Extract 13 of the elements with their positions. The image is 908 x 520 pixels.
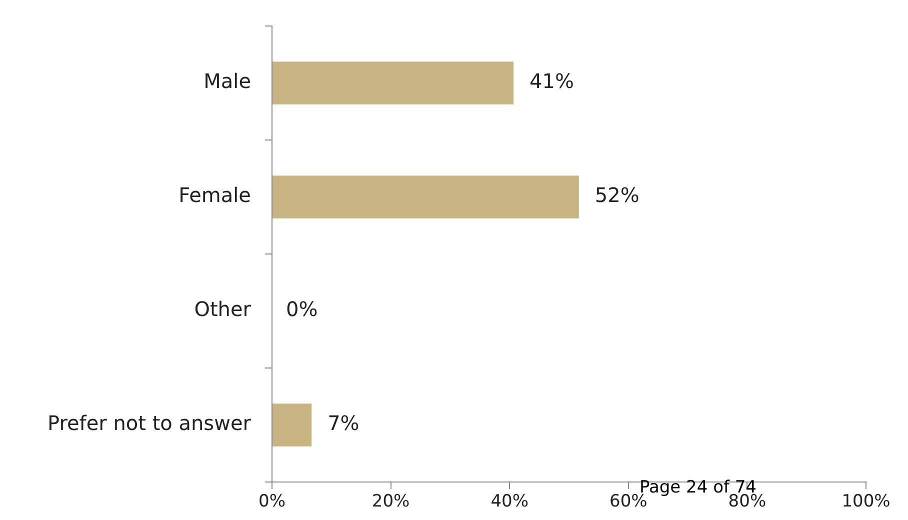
x-tick-label: 0% xyxy=(258,492,286,512)
data-label: 52% xyxy=(594,183,640,208)
y-tick-label: Male xyxy=(204,69,251,94)
x-tick-label: 40% xyxy=(490,492,528,512)
data-label: 0% xyxy=(286,297,318,322)
x-tick-label: 100% xyxy=(842,492,890,512)
y-tick-label: Prefer not to answer xyxy=(47,411,252,436)
x-tick-label: 20% xyxy=(372,492,410,512)
y-tick-label: Other xyxy=(194,297,252,322)
data-label: 7% xyxy=(328,411,360,436)
x-tick-label: 60% xyxy=(610,492,648,512)
y-tick-label: Female xyxy=(178,183,251,208)
data-label: 41% xyxy=(530,69,574,94)
